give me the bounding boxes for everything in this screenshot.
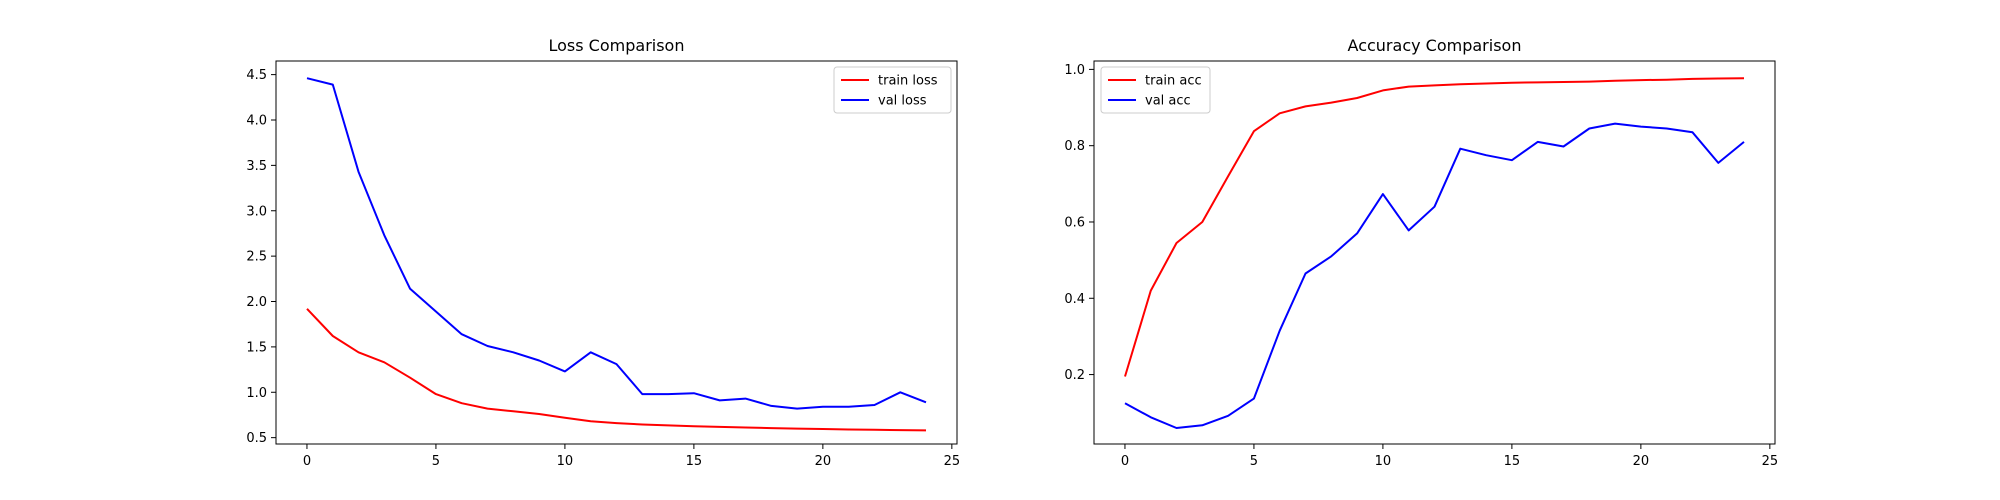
loss-y-tick-label: 4.0 bbox=[246, 113, 267, 128]
accuracy-x-tick-label: 25 bbox=[1762, 454, 1779, 469]
accuracy-y-tick-label: 0.8 bbox=[1064, 139, 1085, 154]
loss-x-tick-label: 10 bbox=[557, 454, 574, 469]
accuracy-x-tick-label: 20 bbox=[1633, 454, 1650, 469]
accuracy-series-line-val-acc bbox=[1124, 122, 1745, 429]
loss-axes-frame bbox=[275, 60, 958, 445]
loss-comparison-chart: Loss Comparison 0 5 10 15 20 25 0.5 1.0 1.5 2.0 2.5… bbox=[246, 36, 960, 469]
accuracy-y-tick-label: 0.6 bbox=[1064, 215, 1085, 230]
accuracy-y-tick-label: 0.2 bbox=[1064, 368, 1085, 383]
accuracy-axes-frame bbox=[1093, 60, 1776, 445]
loss-x-tick-label: 5 bbox=[432, 454, 440, 469]
loss-series-line-train-loss bbox=[306, 308, 927, 432]
loss-y-tick-label: 1.0 bbox=[246, 386, 267, 401]
accuracy-comparison-chart: Accuracy Comparison 0 5 10 15 20 25 0.2 0.4 0.6 0.… bbox=[1064, 36, 1778, 469]
accuracy-chart-title: Accuracy Comparison bbox=[1348, 36, 1522, 55]
loss-series-line-val-loss bbox=[306, 77, 927, 410]
accuracy-legend-box bbox=[1100, 66, 1211, 114]
loss-y-tick-label: 3.5 bbox=[246, 159, 267, 174]
accuracy-y-tick-label: 1.0 bbox=[1064, 63, 1085, 78]
accuracy-x-tick-label: 15 bbox=[1504, 454, 1521, 469]
accuracy-x-tick-label: 0 bbox=[1121, 454, 1129, 469]
loss-x-tick-label: 0 bbox=[303, 454, 311, 469]
loss-y-tick-label: 1.5 bbox=[246, 340, 267, 355]
accuracy-y-tick-label: 0.4 bbox=[1064, 292, 1085, 307]
accuracy-series-line-train-acc bbox=[1124, 77, 1745, 377]
accuracy-x-tick-label: 10 bbox=[1375, 454, 1392, 469]
loss-legend-box bbox=[833, 66, 952, 114]
accuracy-legend-label: train acc bbox=[1145, 74, 1202, 89]
accuracy-x-tick-label: 5 bbox=[1250, 454, 1258, 469]
loss-x-tick-label: 15 bbox=[686, 454, 703, 469]
loss-legend-label: train loss bbox=[878, 74, 938, 89]
loss-y-tick-label: 2.5 bbox=[246, 250, 267, 265]
loss-legend: train loss val loss bbox=[833, 66, 952, 114]
accuracy-legend-label: val acc bbox=[1145, 94, 1191, 109]
loss-y-tick-label: 2.0 bbox=[246, 295, 267, 310]
loss-y-tick-label: 3.0 bbox=[246, 204, 267, 219]
loss-y-tick-label: 0.5 bbox=[246, 431, 267, 446]
loss-x-tick-label: 20 bbox=[815, 454, 832, 469]
accuracy-legend: train acc val acc bbox=[1100, 66, 1211, 114]
loss-x-tick-label: 25 bbox=[944, 454, 961, 469]
loss-legend-label: val loss bbox=[878, 94, 927, 109]
loss-y-tick-label: 4.5 bbox=[246, 68, 267, 83]
loss-chart-title: Loss Comparison bbox=[549, 36, 685, 55]
